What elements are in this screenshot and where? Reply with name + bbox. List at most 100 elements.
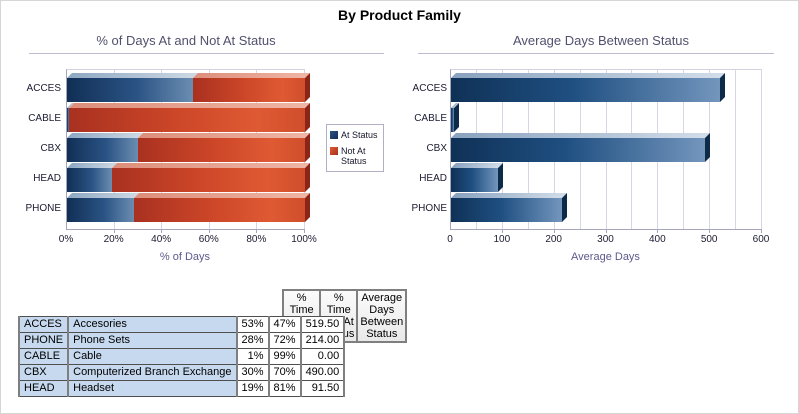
legend-item: Not At Status [330, 146, 380, 166]
x-axis-tick-label: 60% [198, 234, 219, 245]
legend-item: At Status [330, 130, 380, 140]
axis-tick [605, 229, 607, 233]
y-axis-label: CBX [40, 143, 61, 154]
axis-tick [113, 229, 115, 233]
legend-label: Not At Status [341, 146, 367, 166]
pct-time-at-status-cell: 19% [235, 380, 270, 397]
axis-tick [657, 229, 659, 233]
table-row: PHONE Phone Sets 28% 72% 214.00 [17, 332, 346, 349]
pct-time-at-status-cell: 30% [235, 364, 270, 381]
table-header-cell: Average Days Between Status [356, 289, 408, 343]
x-axis-tick-label: 600 [752, 234, 770, 245]
legend-swatch-icon [330, 131, 338, 139]
axis-tick [161, 229, 163, 233]
bar-segment-at-status [67, 198, 134, 222]
left-plot-area [66, 69, 305, 233]
legend-swatch-icon [330, 147, 338, 155]
y-axis-label: ACCES [26, 83, 61, 94]
product-name-cell: Phone Sets [67, 332, 238, 349]
y-axis-label: HEAD [33, 173, 61, 184]
right-x-axis-title: Average Days [571, 251, 640, 263]
pct-time-not-at-status-cell: 70% [267, 364, 302, 381]
y-axis-label: PHONE [25, 203, 61, 214]
product-code-cell: PHONE [17, 332, 70, 349]
pct-time-at-status-cell: 1% [235, 348, 270, 365]
avg-days-bar [451, 78, 721, 102]
bar-segment-at-status [67, 78, 194, 102]
axis-tick [256, 229, 258, 233]
x-axis-tick-label: 500 [700, 234, 718, 245]
product-name-cell: Accesories [67, 316, 238, 333]
x-axis-tick-label: 100 [493, 234, 511, 245]
x-axis-tick-label: 80% [246, 234, 267, 245]
x-axis-tick-label: 0 [447, 234, 453, 245]
y-axis-label: CABLE [28, 113, 61, 124]
bar-segment-not-at-status [133, 198, 305, 222]
bar-segment-at-status [67, 168, 113, 192]
left-x-axis-title: % of Days [159, 251, 211, 263]
avg-days-bar [451, 108, 454, 132]
average-days-chart: Average Days Between Status Average Days… [401, 29, 798, 281]
bar-segment-not-at-status [69, 108, 305, 132]
avg-days-bar [451, 168, 499, 192]
avg-days-between-status-cell: 91.50 [299, 380, 346, 397]
avg-days-between-status-cell: 519.50 [299, 316, 346, 333]
y-axis-label: PHONE [411, 203, 447, 214]
product-name-cell: Headset [67, 380, 238, 397]
x-axis-tick-label: 20% [103, 234, 124, 245]
avg-days-between-status-cell: 490.00 [299, 364, 346, 381]
bar-segment-not-at-status [138, 138, 305, 162]
pct-time-not-at-status-cell: 72% [267, 332, 302, 349]
left-chart-title-rule [29, 53, 384, 54]
left-chart-title: % of Days At and Not At Status [96, 33, 276, 48]
legend: At Status Not At Status [326, 124, 384, 172]
product-code-cell: CABLE [17, 348, 70, 365]
bar-segment-at-status [67, 138, 139, 162]
pct-time-not-at-status-cell: 81% [267, 380, 302, 397]
x-axis-tick-label: 300 [597, 234, 614, 245]
avg-days-between-status-cell: 214.00 [299, 332, 346, 349]
product-name-cell: Computerized Branch Exchange [67, 364, 238, 381]
product-code-cell: CBX [17, 364, 70, 381]
y-axis-label: CBX [426, 143, 447, 154]
pct-time-at-status-cell: 53% [235, 316, 270, 333]
bar-segment-not-at-status [193, 78, 305, 102]
table-row: ACCES Accesories 53% 47% 519.50 [17, 316, 346, 333]
y-axis-label: CABLE [414, 113, 447, 124]
status-percentage-chart: % of Days At and Not At Status % of Days… [1, 29, 401, 281]
product-code-cell: ACCES [17, 316, 70, 333]
right-chart-title: Average Days Between Status [512, 33, 690, 48]
summary-table-body: ACCES Accesories 53% 47% 519.50 PHONE Phone Se… [17, 316, 346, 397]
x-axis-tick-label: 40% [151, 234, 172, 245]
axis-tick [501, 229, 503, 233]
table-row: CBX Computerized Branch Exchange 30% 70% 490… [17, 364, 346, 381]
table-row: HEAD Headset 19% 81% 91.50 [17, 380, 346, 397]
pct-time-not-at-status-cell: 99% [267, 348, 302, 365]
page-title: By Product Family [338, 7, 461, 23]
avg-days-bar [451, 138, 705, 162]
bar-segment-at-status [67, 108, 70, 132]
table-row: CABLE Cable 1% 99% 0.00 [17, 348, 346, 365]
axis-tick [761, 229, 762, 233]
right-plot-area [450, 69, 762, 233]
y-axis-label: HEAD [419, 173, 447, 184]
pct-time-not-at-status-cell: 47% [267, 316, 302, 333]
x-axis-tick-label: 400 [648, 234, 666, 245]
axis-tick [208, 229, 210, 233]
avg-days-between-status-cell: 0.00 [299, 348, 346, 365]
x-axis-tick-label: 0% [58, 234, 74, 245]
right-chart-title-rule [418, 53, 774, 54]
avg-days-bar [451, 198, 562, 222]
grid-line [761, 70, 762, 229]
product-code-cell: HEAD [17, 380, 70, 397]
x-axis-tick-label: 200 [545, 234, 562, 245]
pct-time-at-status-cell: 28% [235, 332, 270, 349]
x-axis-tick-label: 100% [291, 234, 317, 245]
product-name-cell: Cable [67, 348, 238, 365]
legend-label: At Status [341, 130, 378, 140]
y-axis-label: ACCES [412, 83, 447, 94]
axis-tick [709, 229, 711, 233]
axis-tick [304, 229, 305, 233]
grid-line [735, 70, 737, 229]
